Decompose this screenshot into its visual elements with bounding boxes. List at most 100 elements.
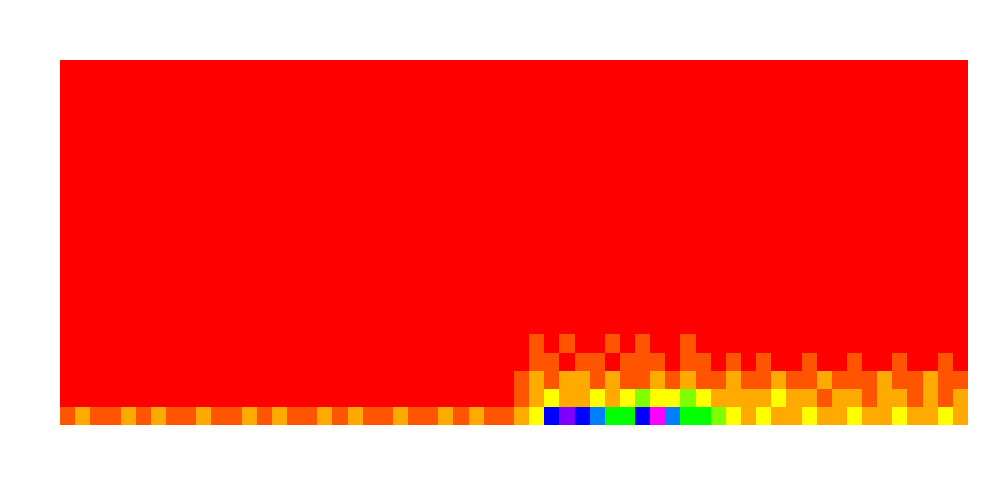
heatmap-cell: [544, 170, 560, 189]
heatmap-cell: [938, 151, 954, 170]
heatmap-cell: [544, 97, 560, 116]
heatmap-cell: [348, 352, 364, 371]
heatmap-cell: [226, 97, 242, 116]
heatmap-cell: [242, 170, 258, 189]
heatmap-cell: [272, 316, 288, 335]
heatmap-cell: [741, 261, 757, 280]
heatmap-cell: [226, 370, 242, 389]
heatmap-cell: [242, 78, 258, 97]
heatmap-cell: [544, 60, 560, 79]
heatmap-cell: [817, 352, 833, 371]
heatmap-cell: [272, 407, 288, 425]
heatmap-cell: [378, 151, 394, 170]
heatmap-cell: [226, 206, 242, 225]
heatmap-cell: [907, 334, 923, 353]
heatmap-cell: [877, 407, 893, 425]
heatmap-cell: [953, 206, 968, 225]
heatmap-cell: [378, 78, 394, 97]
heatmap-cell: [363, 115, 379, 134]
heatmap-cell: [741, 297, 757, 316]
heatmap-cell: [938, 133, 954, 152]
heatmap-cell: [802, 188, 818, 207]
heatmap-cell: [302, 224, 318, 243]
heatmap-cell: [650, 370, 666, 389]
heatmap-cell: [136, 261, 152, 280]
heatmap-cell: [847, 297, 863, 316]
heatmap-cell: [105, 151, 121, 170]
heatmap-cell: [136, 334, 152, 353]
heatmap-cell: [529, 279, 545, 298]
heatmap-cell: [923, 352, 939, 371]
heatmap-cell: [938, 279, 954, 298]
heatmap-cell: [287, 261, 303, 280]
heatmap-cell: [877, 151, 893, 170]
heatmap-cell: [665, 352, 681, 371]
heatmap-cell: [832, 151, 848, 170]
heatmap-cell: [196, 170, 212, 189]
heatmap-cell: [635, 316, 651, 335]
heatmap-cell: [166, 334, 182, 353]
heatmap-cell: [272, 297, 288, 316]
heatmap-cell: [60, 407, 76, 425]
heatmap-cell: [242, 97, 258, 116]
heatmap-cell: [196, 279, 212, 298]
heatmap-cell: [166, 297, 182, 316]
heatmap-cell: [726, 188, 742, 207]
heatmap-cell: [60, 115, 76, 134]
heatmap-cell: [363, 370, 379, 389]
heatmap-cell: [529, 352, 545, 371]
heatmap-cell: [181, 206, 197, 225]
heatmap-cell: [484, 297, 500, 316]
heatmap-cell: [529, 297, 545, 316]
heatmap-cell: [363, 279, 379, 298]
heatmap-cell: [907, 297, 923, 316]
heatmap-cell: [151, 170, 167, 189]
heatmap-cell: [302, 206, 318, 225]
heatmap-cell: [408, 224, 424, 243]
heatmap-cell: [226, 151, 242, 170]
heatmap-cell: [196, 133, 212, 152]
heatmap-cell: [272, 188, 288, 207]
heatmap-cell: [847, 60, 863, 79]
heatmap-cell: [453, 151, 469, 170]
heatmap-cell: [60, 261, 76, 280]
heatmap-cell: [559, 188, 575, 207]
heatmap-cell: [559, 78, 575, 97]
heatmap-cell: [242, 261, 258, 280]
heatmap-cell: [257, 297, 273, 316]
heatmap-cell: [650, 243, 666, 262]
heatmap-cell: [317, 261, 333, 280]
heatmap-cell: [817, 188, 833, 207]
heatmap-cell: [802, 407, 818, 425]
heatmap-cell: [211, 170, 227, 189]
heatmap-cell: [514, 316, 530, 335]
heatmap-cell: [423, 389, 439, 408]
heatmap-cell: [226, 224, 242, 243]
heatmap-cell: [393, 133, 409, 152]
heatmap-cell: [802, 151, 818, 170]
heatmap-cell: [786, 97, 802, 116]
heatmap-cell: [257, 224, 273, 243]
heatmap-cell: [196, 243, 212, 262]
heatmap-cell: [121, 243, 137, 262]
heatmap-cell: [499, 60, 515, 79]
heatmap-cell: [696, 297, 712, 316]
heatmap-cell: [438, 407, 454, 425]
heatmap-cell: [453, 97, 469, 116]
heatmap-cell: [257, 115, 273, 134]
heatmap-cell: [181, 78, 197, 97]
heatmap-cell: [332, 151, 348, 170]
heatmap-cell: [90, 60, 106, 79]
heatmap-cell: [151, 60, 167, 79]
heatmap-cell: [938, 334, 954, 353]
heatmap-cell: [302, 352, 318, 371]
heatmap-cell: [75, 97, 91, 116]
heatmap-cell: [544, 206, 560, 225]
heatmap-cell: [408, 370, 424, 389]
heatmap-cell: [711, 407, 727, 425]
heatmap-cell: [363, 151, 379, 170]
heatmap-cell: [60, 352, 76, 371]
heatmap-cell: [393, 243, 409, 262]
heatmap-cell: [847, 334, 863, 353]
heatmap-cell: [121, 407, 137, 425]
